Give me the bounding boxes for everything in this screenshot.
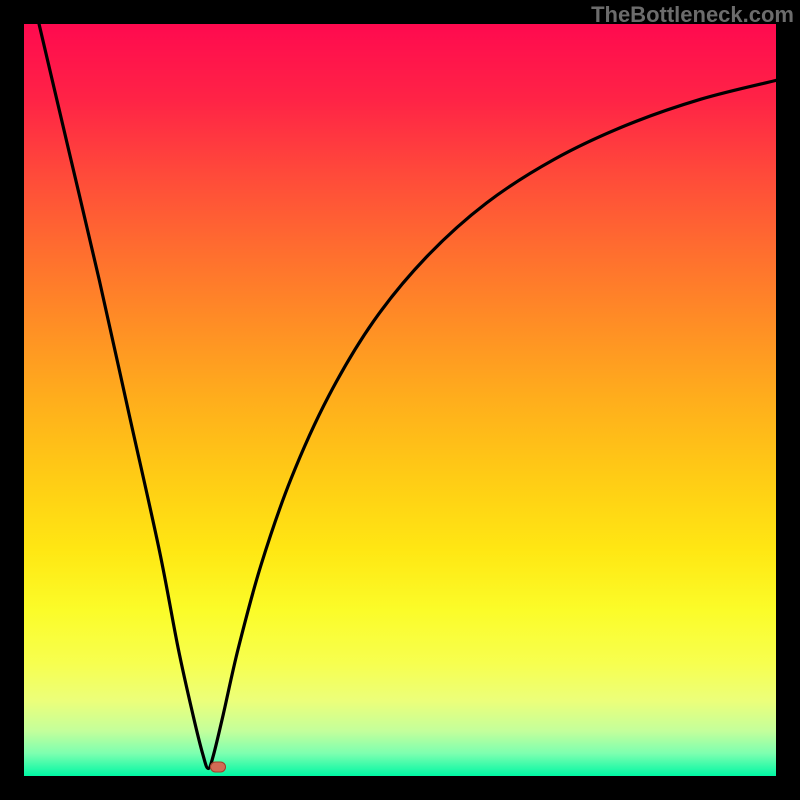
chart-frame: TheBottleneck.com: [0, 0, 800, 800]
bottleneck-curve: [39, 24, 776, 768]
chart-svg: [24, 24, 776, 776]
notch-marker: [210, 761, 226, 772]
watermark-text: TheBottleneck.com: [591, 2, 794, 28]
plot-area: [24, 24, 776, 776]
